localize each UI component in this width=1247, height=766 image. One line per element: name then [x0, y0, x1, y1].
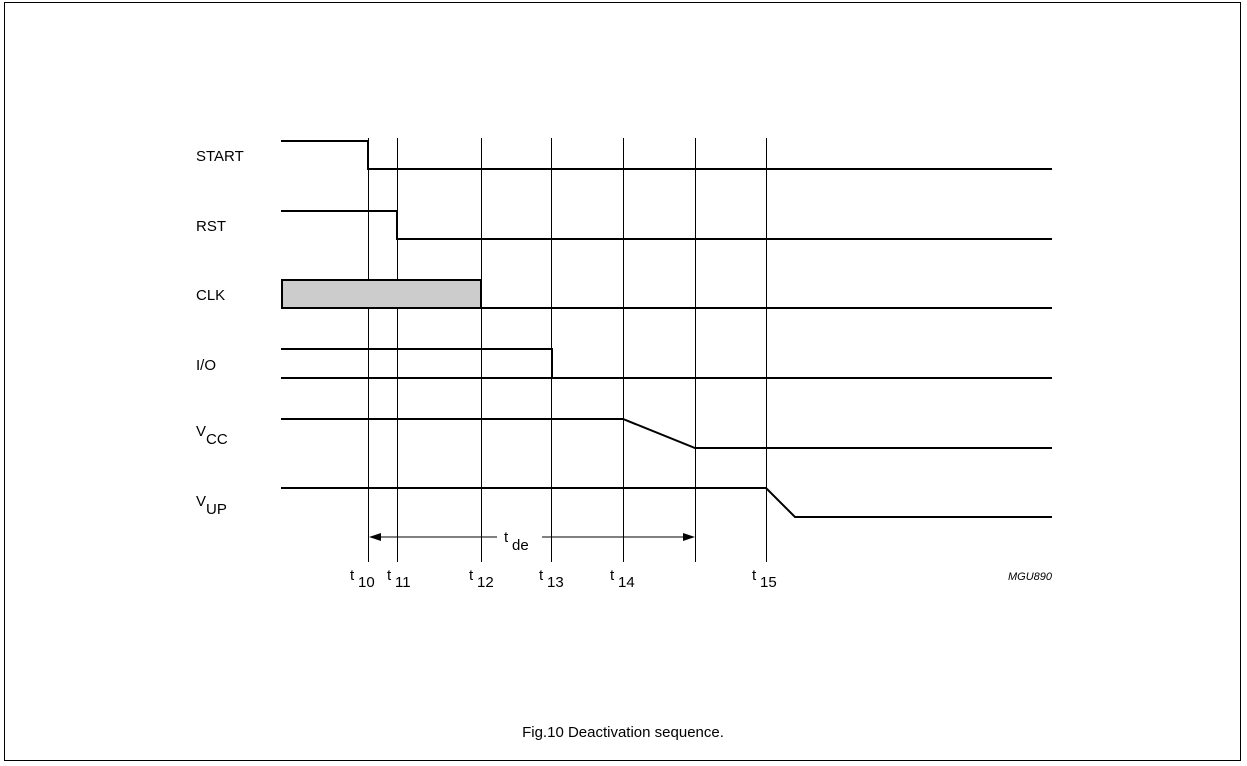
- time-label-t14-base: t: [610, 567, 615, 584]
- arrowhead-right: [683, 533, 695, 541]
- signal-label-vcc-sub: CC: [206, 431, 228, 448]
- time-label-t12: t 12: [469, 567, 494, 591]
- time-label-t13: t 13: [539, 567, 564, 591]
- time-label-t14: t 14: [610, 567, 635, 591]
- arrowhead-left: [369, 533, 381, 541]
- signal-label-vcc: V CC: [196, 423, 228, 448]
- time-label-t11-base: t: [387, 567, 392, 584]
- signal-label-start: START: [196, 148, 244, 165]
- waveform-vup: [281, 487, 1052, 518]
- signal-label-clk: CLK: [196, 287, 225, 304]
- time-label-t15: t 15: [752, 567, 777, 591]
- time-guides: [368, 138, 767, 562]
- waveform-io-high: [281, 348, 553, 378]
- waveform-clk-active: [281, 279, 482, 309]
- signal-label-vup: V UP: [196, 493, 227, 518]
- duration-label-sub: de: [512, 537, 529, 554]
- figure-caption: Fig.10 Deactivation sequence.: [522, 724, 724, 741]
- waveform-start: [281, 140, 1052, 170]
- signal-label-rst: RST: [196, 218, 226, 235]
- waveform-rst: [281, 210, 1052, 240]
- time-label-t11-sub: 11: [395, 574, 411, 591]
- time-label-t10-sub: 10: [358, 574, 375, 591]
- time-label-t10-base: t: [350, 567, 355, 584]
- signal-label-vup-sub: UP: [206, 501, 227, 518]
- duration-label-base: t: [504, 529, 509, 546]
- duration-arrow: t de: [369, 529, 695, 554]
- waveform-vcc: [281, 418, 1052, 449]
- time-label-t15-sub: 15: [760, 574, 777, 591]
- time-label-t13-sub: 13: [547, 574, 564, 591]
- signal-label-io: I/O: [196, 357, 216, 374]
- time-label-t13-base: t: [539, 567, 544, 584]
- signal-label-vup-base: V: [196, 493, 206, 510]
- time-label-t12-sub: 12: [477, 574, 494, 591]
- signal-label-vcc-base: V: [196, 423, 206, 440]
- time-label-t15-base: t: [752, 567, 757, 584]
- figure-code: MGU890: [1008, 571, 1053, 583]
- time-label-t11: t 11: [387, 567, 411, 591]
- time-label-t10: t 10: [350, 567, 375, 591]
- time-label-t14-sub: 14: [618, 574, 635, 591]
- figure-frame: [4, 2, 1241, 761]
- time-label-t12-base: t: [469, 567, 474, 584]
